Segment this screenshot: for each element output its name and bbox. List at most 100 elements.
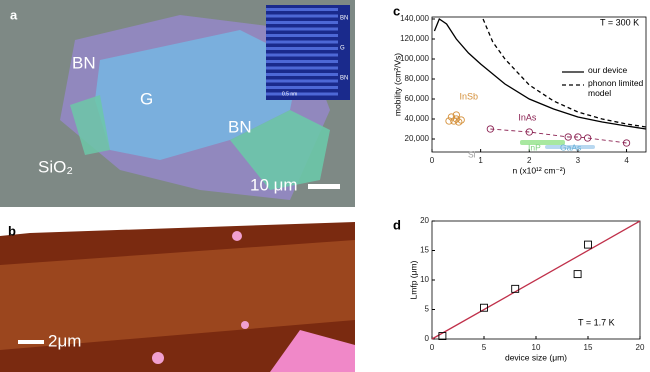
x-axis-label: device size (μm) bbox=[505, 352, 567, 362]
scale-label: 10 μm bbox=[250, 175, 298, 194]
panel-letter: a bbox=[10, 7, 18, 22]
lattice-row bbox=[266, 34, 338, 37]
lattice-row bbox=[266, 66, 338, 70]
bubble bbox=[232, 231, 242, 241]
lattice-row bbox=[266, 14, 338, 18]
series-label: InSb bbox=[459, 91, 478, 101]
point bbox=[511, 284, 520, 293]
x-tick-label: 10 bbox=[532, 343, 541, 352]
y-tick-label: 5 bbox=[425, 305, 430, 314]
label: SiO₂ bbox=[38, 157, 73, 176]
lattice-row bbox=[266, 40, 338, 44]
point bbox=[452, 111, 460, 119]
y-tick-label: 0 bbox=[425, 334, 430, 343]
y-tick-label: 140,000 bbox=[400, 14, 429, 23]
lattice-row bbox=[266, 21, 338, 24]
afm-band bbox=[0, 240, 355, 350]
point bbox=[480, 303, 488, 312]
y-tick-label: 20,000 bbox=[405, 134, 430, 143]
bn-flake bbox=[70, 95, 110, 155]
inset-scale: 0.5 nm bbox=[282, 91, 297, 97]
scale-bar bbox=[18, 340, 44, 344]
label: BN bbox=[228, 117, 252, 136]
inset bbox=[266, 5, 350, 100]
annotation: GaAs bbox=[560, 142, 581, 152]
material-band bbox=[520, 140, 565, 145]
lattice-row bbox=[266, 53, 338, 57]
x-tick-label: 4 bbox=[624, 156, 629, 165]
x-tick-label: 3 bbox=[576, 156, 581, 165]
lattice-row bbox=[266, 27, 338, 31]
x-tick-label: 20 bbox=[636, 343, 645, 352]
annotation: Si bbox=[468, 149, 476, 159]
graphene bbox=[95, 30, 300, 160]
lattice-row bbox=[266, 73, 338, 76]
inset-label: BN bbox=[340, 16, 348, 22]
lattice-row bbox=[266, 79, 338, 83]
y-axis-label: mobility (cm²/Vs) bbox=[392, 53, 402, 116]
point bbox=[457, 116, 465, 124]
lattice-row bbox=[266, 60, 338, 63]
label: BN bbox=[72, 53, 96, 72]
point bbox=[438, 332, 447, 340]
lattice-row bbox=[266, 47, 338, 50]
annotation: InP bbox=[528, 142, 541, 152]
panel-letter: b bbox=[8, 223, 16, 238]
point bbox=[573, 270, 582, 279]
point bbox=[450, 117, 458, 125]
bubble bbox=[241, 321, 249, 329]
series-line bbox=[482, 18, 647, 128]
y-tick-label: 10 bbox=[420, 275, 429, 284]
lattice-row bbox=[266, 86, 338, 89]
x-tick-label: 0 bbox=[430, 343, 435, 352]
label: G bbox=[140, 89, 153, 108]
y-tick-label: 100,000 bbox=[400, 54, 429, 63]
x-tick-label: 15 bbox=[584, 343, 593, 352]
bubble bbox=[152, 352, 164, 364]
x-tick-label: 2 bbox=[527, 156, 532, 165]
point bbox=[574, 133, 582, 141]
inset-label: G bbox=[340, 46, 345, 52]
y-tick-label: 20 bbox=[420, 216, 429, 225]
point bbox=[564, 133, 572, 141]
annotation: T = 1.7 K bbox=[578, 317, 615, 327]
series-line bbox=[431, 220, 641, 340]
lattice-row bbox=[266, 92, 338, 96]
y-tick-label: 60,000 bbox=[405, 94, 430, 103]
point bbox=[622, 139, 631, 147]
legend-label: our device bbox=[588, 66, 628, 75]
material-band bbox=[545, 145, 595, 149]
point bbox=[525, 128, 533, 136]
point bbox=[584, 240, 592, 249]
legend-label: phonon limited model bbox=[588, 79, 644, 98]
y-tick-label: 15 bbox=[420, 246, 429, 255]
inset-label: BN bbox=[340, 76, 348, 82]
legend-entry: our device bbox=[588, 66, 628, 75]
panel-letter: c bbox=[393, 3, 400, 18]
point bbox=[486, 125, 495, 133]
y-tick-label: 80,000 bbox=[405, 74, 430, 83]
bubble bbox=[270, 330, 355, 372]
lattice bbox=[266, 8, 338, 96]
lattice-row bbox=[266, 8, 338, 11]
panel-a: a BN G BN SiO₂ 10 μm BN G BN 0.5 nm bbox=[0, 0, 355, 207]
panel-letter: d bbox=[393, 217, 401, 232]
x-tick-label: 0 bbox=[430, 156, 435, 165]
series-label: InAs bbox=[518, 112, 537, 122]
x-axis-label: n (x10¹² cm⁻²) bbox=[512, 165, 565, 175]
legend-entry: phonon limited model bbox=[588, 79, 644, 98]
panel-b: b 2μm bbox=[0, 222, 355, 372]
series-line bbox=[433, 18, 647, 130]
y-axis-label: Lmfp (μm) bbox=[408, 260, 418, 299]
bn-flake bbox=[230, 110, 330, 190]
point bbox=[445, 117, 453, 125]
scale-label: 2μm bbox=[48, 331, 81, 350]
x-tick-label: 1 bbox=[478, 156, 483, 165]
annotation: T = 300 K bbox=[600, 17, 639, 27]
y-tick-label: 120,000 bbox=[400, 34, 429, 43]
y-tick-label: 40,000 bbox=[405, 114, 430, 123]
x-tick-label: 5 bbox=[482, 343, 487, 352]
axes-frame bbox=[431, 16, 647, 153]
scale-bar bbox=[308, 184, 340, 189]
